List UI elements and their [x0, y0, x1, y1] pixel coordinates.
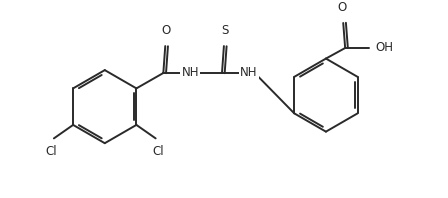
Text: Cl: Cl: [153, 145, 164, 158]
Text: O: O: [338, 1, 347, 14]
Text: S: S: [221, 24, 228, 37]
Text: Cl: Cl: [45, 145, 57, 158]
Text: NH: NH: [240, 67, 258, 79]
Text: OH: OH: [375, 42, 393, 54]
Text: NH: NH: [181, 67, 199, 79]
Text: O: O: [162, 24, 171, 37]
